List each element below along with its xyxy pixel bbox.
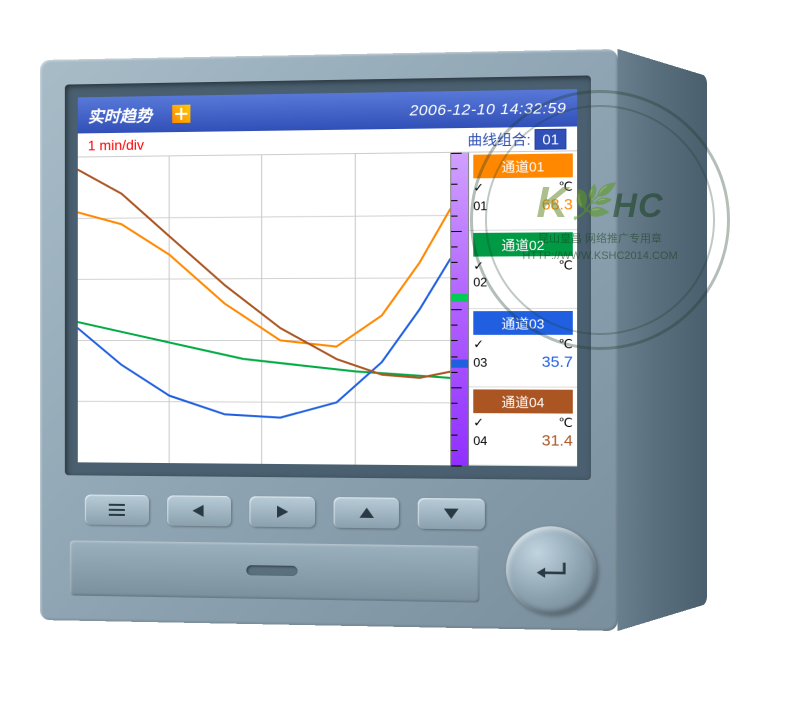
- curve-combo-label: 曲线组合:: [468, 129, 531, 150]
- channel-id: 03: [473, 355, 487, 369]
- curve-combo-value[interactable]: 01: [535, 128, 566, 149]
- nav-button-row: [85, 494, 485, 531]
- channel-check-icon: ✓: [473, 337, 484, 351]
- channel-name: 通道04: [473, 389, 573, 413]
- device-front: 实时趋势 2006-12-10 14:32:59 1 min/div 曲线组合:…: [40, 49, 618, 631]
- channel-check-icon: ✓: [473, 415, 484, 429]
- channel-block[interactable]: 通道02 ✓ ℃ 02: [469, 230, 577, 309]
- time-division-label: 1 min/div: [88, 136, 144, 153]
- channel-block[interactable]: 通道01 ✓ ℃ 01 68.3: [469, 151, 577, 231]
- lcd-screen: 实时趋势 2006-12-10 14:32:59 1 min/div 曲线组合:…: [78, 89, 577, 466]
- datetime-label: 2006-12-10 14:32:59: [410, 99, 567, 119]
- screen-header: 实时趋势 2006-12-10 14:32:59: [78, 89, 577, 133]
- channel-unit: ℃: [558, 337, 572, 352]
- channel-column: 通道01 ✓ ℃ 01 68.3 通道02 ✓ ℃ 02 通道03 ✓ ℃ 03 35.7 通道04 ✓ ℃ 04…: [469, 151, 577, 466]
- channel-id: 01: [473, 198, 487, 213]
- channel-value: 68.3: [542, 196, 573, 214]
- channel-unit: ℃: [558, 179, 572, 194]
- channel-name: 通道01: [473, 153, 573, 178]
- enter-button[interactable]: [506, 526, 596, 615]
- channel-check-icon: ✓: [473, 180, 484, 195]
- left-button[interactable]: [167, 495, 231, 526]
- channel-value: 35.7: [542, 353, 573, 371]
- channel-value: 31.4: [542, 432, 573, 450]
- right-button[interactable]: [250, 496, 315, 527]
- channel-block[interactable]: 通道03 ✓ ℃ 03 35.7: [469, 309, 577, 388]
- channel-unit: ℃: [558, 416, 572, 431]
- drawer-panel[interactable]: [70, 540, 480, 602]
- page-title: 实时趋势: [88, 102, 152, 127]
- channel-id: 02: [473, 275, 487, 289]
- channel-name: 通道03: [473, 311, 573, 335]
- channel-name: 通道02: [473, 232, 573, 256]
- menu-button[interactable]: [85, 494, 149, 525]
- down-button[interactable]: [418, 498, 485, 530]
- status-icon: [172, 105, 190, 123]
- recorder-device: 实时趋势 2006-12-10 14:32:59 1 min/div 曲线组合:…: [40, 46, 791, 635]
- device-side: [618, 49, 707, 631]
- channel-unit: ℃: [558, 258, 572, 273]
- gauge-column: [450, 153, 469, 466]
- screen-body: 通道01 ✓ ℃ 01 68.3 通道02 ✓ ℃ 02 通道03 ✓ ℃ 03 35.7 通道04 ✓ ℃ 04…: [78, 151, 577, 466]
- up-button[interactable]: [333, 497, 399, 528]
- trend-chart: [78, 153, 450, 466]
- channel-check-icon: ✓: [473, 259, 484, 273]
- channel-id: 04: [473, 433, 487, 448]
- channel-block[interactable]: 通道04 ✓ ℃ 04 31.4: [469, 387, 577, 466]
